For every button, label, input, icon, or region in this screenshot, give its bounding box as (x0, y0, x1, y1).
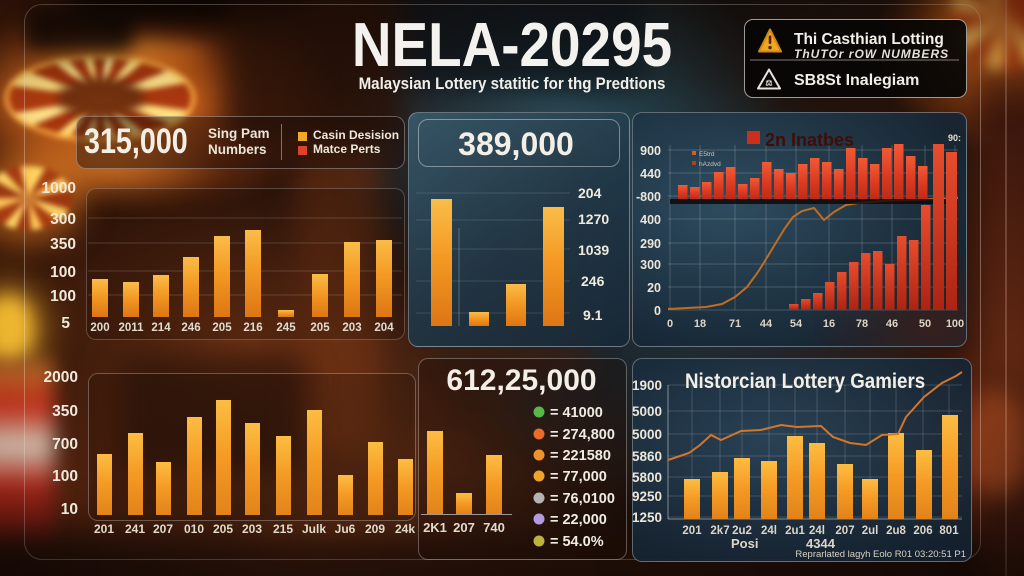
svg-text:46: 46 (886, 318, 898, 330)
svg-text:205: 205 (213, 522, 233, 536)
svg-text:10: 10 (61, 501, 78, 518)
svg-text:205: 205 (310, 322, 330, 334)
svg-text:= 54.0%: = 54.0% (550, 534, 604, 550)
svg-text:740: 740 (483, 520, 505, 535)
svg-text:010: 010 (184, 522, 204, 536)
svg-text:300: 300 (50, 211, 76, 228)
svg-text:24l: 24l (809, 525, 825, 537)
svg-text:205: 205 (212, 322, 232, 334)
svg-text:241: 241 (125, 522, 145, 536)
svg-text:209: 209 (365, 522, 385, 536)
svg-text:2ul: 2ul (862, 525, 879, 537)
svg-text:440: 440 (640, 167, 661, 181)
svg-text:215: 215 (273, 522, 293, 536)
svg-text:350: 350 (52, 403, 78, 420)
svg-text:54: 54 (790, 318, 803, 330)
svg-text:1900: 1900 (632, 378, 662, 393)
svg-text:203: 203 (342, 322, 361, 334)
svg-text:400: 400 (640, 213, 661, 227)
svg-text:1270: 1270 (578, 211, 609, 227)
svg-text:201: 201 (94, 522, 114, 536)
svg-text:4344: 4344 (806, 536, 836, 551)
svg-text:207: 207 (835, 525, 854, 537)
svg-text:245: 245 (276, 322, 296, 334)
svg-text:Reprarlated lagyh Eolo R01 03:: Reprarlated lagyh Eolo R01 03:20:51 P1 (795, 549, 966, 560)
svg-text:50: 50 (919, 318, 931, 330)
svg-text:204: 204 (374, 322, 394, 334)
svg-text:0: 0 (667, 318, 673, 330)
svg-text:700: 700 (52, 436, 78, 453)
svg-text:290: 290 (640, 237, 661, 251)
svg-text:5000: 5000 (632, 427, 662, 442)
svg-text:300: 300 (640, 258, 661, 272)
svg-text:5: 5 (61, 315, 70, 332)
svg-text:100: 100 (52, 468, 78, 485)
svg-text:16: 16 (823, 318, 835, 330)
svg-text:90:: 90: (948, 133, 961, 143)
svg-text:350: 350 (50, 236, 76, 253)
svg-text:E5trd: E5trd (699, 151, 715, 158)
svg-text:18: 18 (694, 318, 706, 330)
svg-text:= 41000: = 41000 (550, 405, 603, 421)
svg-text:2u1: 2u1 (785, 525, 805, 537)
svg-text:71: 71 (729, 318, 741, 330)
svg-text:2k7: 2k7 (710, 525, 729, 537)
svg-text:200: 200 (90, 322, 109, 334)
svg-text:⚖: ⚖ (765, 79, 772, 88)
svg-text:246: 246 (181, 322, 200, 334)
svg-text:SB8St Inalegiam: SB8St Inalegiam (794, 72, 919, 89)
svg-text:Ju6: Ju6 (335, 522, 356, 536)
svg-text:206: 206 (913, 525, 932, 537)
svg-text:9250: 9250 (632, 489, 662, 504)
svg-text:203: 203 (242, 522, 262, 536)
svg-text:201: 201 (682, 525, 702, 537)
svg-text:216: 216 (243, 322, 262, 334)
svg-text:2u8: 2u8 (886, 525, 906, 537)
svg-text:hAzdvd: hAzdvd (699, 161, 721, 168)
svg-text:246: 246 (581, 273, 605, 289)
svg-text:Julk: Julk (302, 522, 326, 536)
svg-text:214: 214 (151, 322, 171, 334)
svg-text:-800: -800 (636, 190, 661, 204)
svg-text:Posi: Posi (731, 536, 758, 551)
svg-text:1250: 1250 (632, 510, 662, 525)
svg-text:207: 207 (153, 522, 173, 536)
svg-text:20: 20 (647, 281, 661, 295)
svg-text:100: 100 (946, 318, 964, 330)
svg-text:24l: 24l (761, 525, 777, 537)
svg-text:5800: 5800 (632, 470, 662, 485)
svg-text:801: 801 (939, 525, 959, 537)
svg-text:207: 207 (453, 520, 475, 535)
svg-text:= 221580: = 221580 (550, 448, 611, 464)
svg-text:= 22,000: = 22,000 (550, 512, 607, 528)
svg-text:100: 100 (50, 288, 76, 305)
svg-text:1000: 1000 (42, 180, 76, 197)
svg-text:= 274,800: = 274,800 (550, 427, 615, 443)
svg-text:2u2: 2u2 (732, 525, 752, 537)
svg-text:78: 78 (856, 318, 868, 330)
svg-text:2K1: 2K1 (423, 520, 447, 535)
svg-text:2n Inatbes: 2n Inatbes (765, 130, 854, 150)
svg-text:ThUTOr rOW NUMBERS: ThUTOr rOW NUMBERS (794, 47, 949, 61)
svg-text:Thi Casthian Lotting: Thi Casthian Lotting (794, 31, 944, 48)
svg-text:5000: 5000 (632, 404, 662, 419)
svg-text:2000: 2000 (44, 369, 78, 386)
svg-text:100: 100 (50, 264, 76, 281)
svg-text:1039: 1039 (578, 242, 609, 258)
svg-text:= 76,0100: = 76,0100 (550, 491, 615, 507)
svg-text:44: 44 (760, 318, 773, 330)
svg-text:2011: 2011 (119, 322, 145, 334)
svg-text:900: 900 (640, 144, 661, 158)
svg-text:24k: 24k (395, 522, 415, 536)
svg-text:= 77,000: = 77,000 (550, 469, 607, 485)
svg-text:5860: 5860 (632, 449, 662, 464)
svg-text:9.1: 9.1 (583, 307, 603, 323)
svg-text:0: 0 (654, 304, 661, 318)
svg-text:204: 204 (578, 185, 602, 201)
